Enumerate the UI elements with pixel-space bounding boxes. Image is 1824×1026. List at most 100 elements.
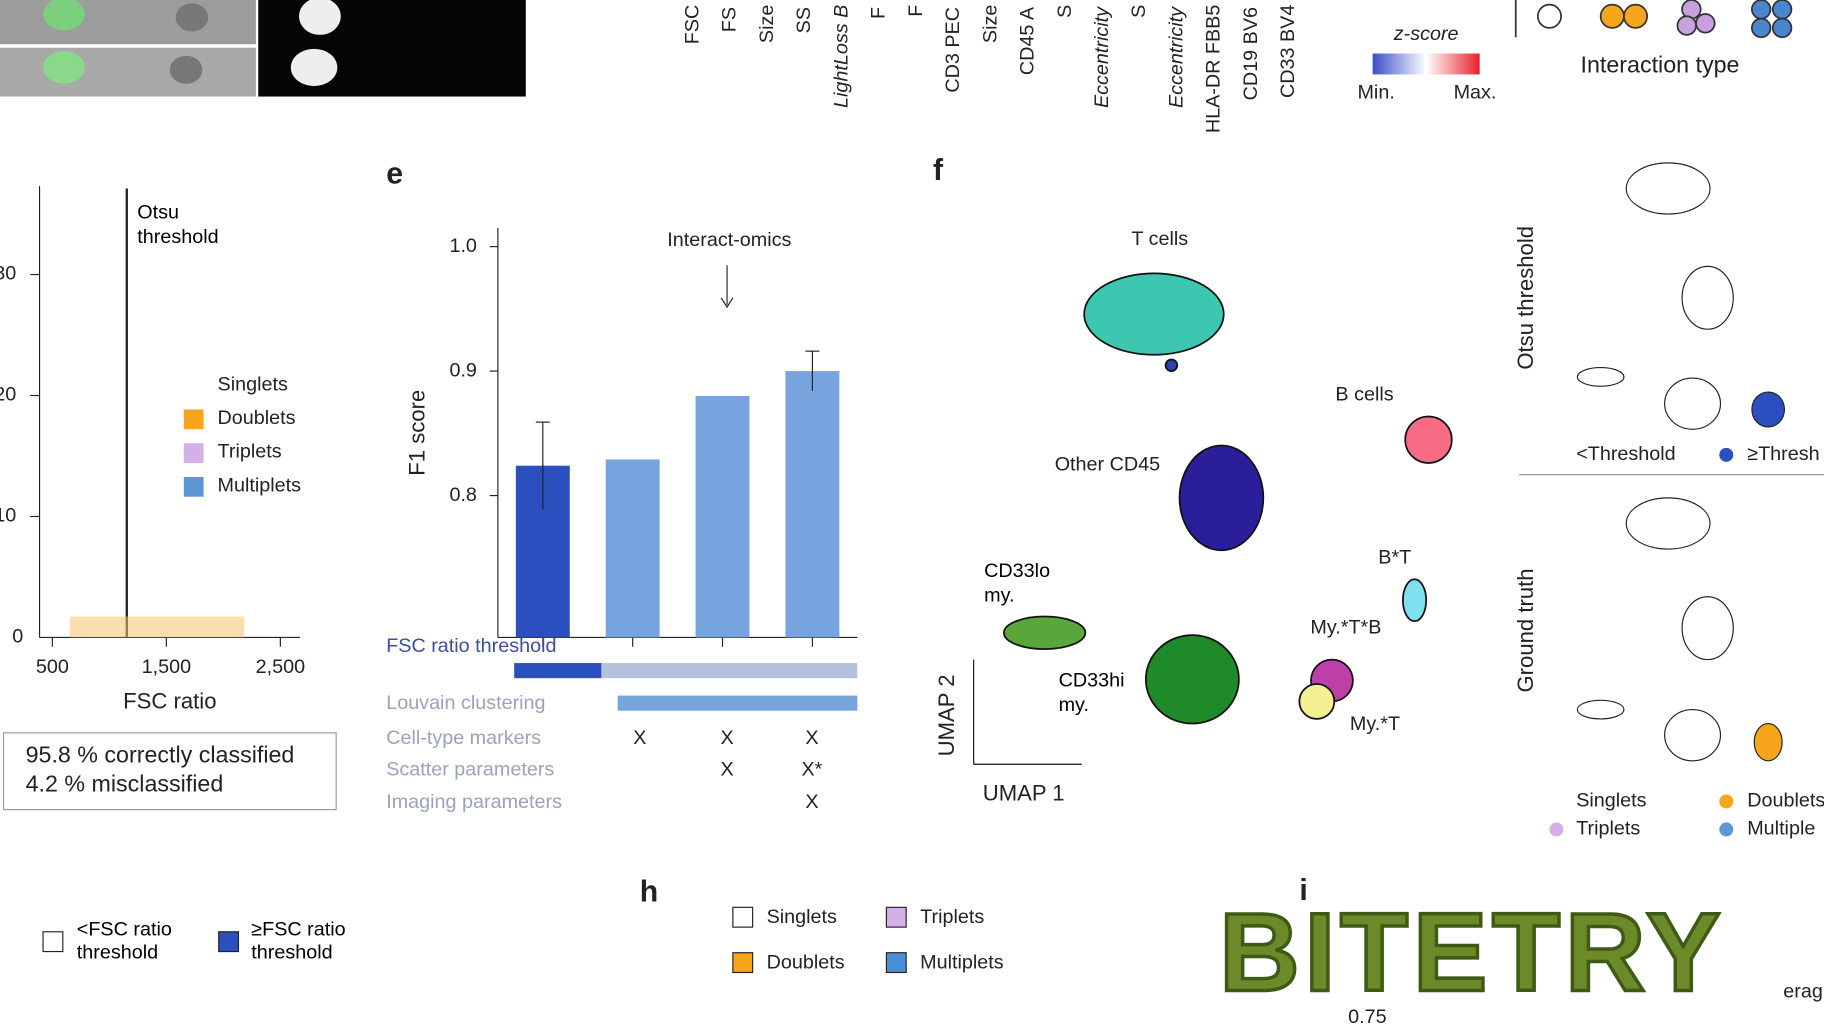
marker-label: CD33 BV4 xyxy=(1277,5,1299,98)
y-tick-label: 1.0 xyxy=(449,235,476,257)
legend-swatch xyxy=(42,931,64,953)
row-label: Scatter parameters xyxy=(386,758,554,780)
marker-label: CD3 PEC xyxy=(942,7,964,93)
cluster-label: B cells xyxy=(1335,384,1393,406)
cell: X xyxy=(633,727,646,749)
x-axis-label: UMAP 1 xyxy=(983,780,1065,805)
marker-label: SS xyxy=(793,7,815,33)
legend-label: Triplets xyxy=(218,441,282,463)
y-axis-label: F1 score xyxy=(405,390,430,476)
panel-letter: h xyxy=(640,875,658,908)
cluster-label: B*T xyxy=(1378,547,1411,569)
cell: X xyxy=(805,727,818,749)
interaction-label: Interaction type xyxy=(1580,51,1739,77)
legend-label: Multiplets xyxy=(218,474,302,496)
summary-text: 95.8 % correctly classified xyxy=(26,741,295,767)
row-label: Cell-type markers xyxy=(386,727,541,749)
row-label: Imaging parameters xyxy=(386,791,562,813)
row-bar xyxy=(514,663,602,679)
cluster-label: My.*T*B xyxy=(1310,616,1381,638)
micrographs xyxy=(0,0,526,97)
marker-label: HLA-DR FBB5 xyxy=(1203,5,1225,134)
legend-label: <Threshold xyxy=(1576,443,1675,465)
legend-label: Doublets xyxy=(218,407,296,429)
tick-label: 0.75 xyxy=(1348,1006,1386,1026)
cluster-label: CD33lo my. xyxy=(984,559,1051,607)
x-tick-label: 2,500 xyxy=(256,656,305,678)
zscore-title: z-score xyxy=(1393,23,1459,45)
legend-label: Doublets xyxy=(1747,790,1824,812)
marker-label: Eccentricity xyxy=(1091,6,1113,108)
logo: BITETRY xyxy=(1219,889,1725,1014)
marker-label: Eccentricity xyxy=(1165,6,1187,108)
annotation: Interact-omics xyxy=(667,229,791,251)
legend-label: <FSC ratio threshold xyxy=(76,917,172,964)
panel-letter: f xyxy=(933,154,944,187)
row-bar xyxy=(617,695,858,711)
cell: X xyxy=(720,727,733,749)
cluster-label: CD33hi my. xyxy=(1058,668,1125,716)
annotation: Otsu threshold xyxy=(137,201,219,248)
x-tick-label: 500 xyxy=(36,656,69,678)
cluster-label: T cells xyxy=(1131,228,1188,250)
panel-letter: i xyxy=(1299,874,1307,907)
legend-label: Multiple xyxy=(1747,818,1815,840)
cell: X* xyxy=(802,758,823,780)
marker-label: FS xyxy=(719,7,741,32)
bar xyxy=(605,459,660,638)
bar xyxy=(785,371,840,638)
legend-label: ≥FSC ratio threshold xyxy=(251,917,346,964)
interaction-icons xyxy=(1514,0,1793,39)
umap-clusters xyxy=(973,272,1453,765)
marker-labels: FSC FS Size SS LightLoss B F F CD3 PEC Size CD45 … xyxy=(682,5,1300,134)
marker-label: S xyxy=(1128,5,1150,18)
y-tick-label: 0.9 xyxy=(449,359,476,381)
y-tick-label: 0.8 xyxy=(449,484,476,506)
marker-label: LightLoss B xyxy=(830,5,852,108)
panel-g xyxy=(1519,162,1824,837)
row-label: Otsu threshold xyxy=(1513,226,1538,370)
marker-label: Size xyxy=(979,5,1001,43)
y-tick-label: 10 xyxy=(0,505,16,527)
cell: X xyxy=(805,791,818,813)
marker-label: FSC xyxy=(682,5,704,45)
panel-d xyxy=(2,186,337,811)
row-bar xyxy=(601,663,858,679)
x-tick-label: 1,500 xyxy=(142,656,191,678)
zscore-min: Min. xyxy=(1357,81,1394,103)
row-label: Ground truth xyxy=(1513,568,1538,692)
summary-text: 4.2 % misclassified xyxy=(26,770,224,796)
panel-letter: e xyxy=(386,158,403,191)
legend-label: Singlets xyxy=(1576,790,1646,812)
legend-label: Triplets xyxy=(1576,818,1640,840)
marker-label: CD45 A xyxy=(1017,6,1039,75)
y-tick-label: 0 xyxy=(12,626,23,648)
cluster-label: Other CD45 xyxy=(1055,454,1160,476)
legend-label: ≥Thresh xyxy=(1747,443,1819,465)
cut-text: erag xyxy=(1783,980,1823,1002)
marker-label: S xyxy=(1054,5,1076,18)
arrowhead xyxy=(720,297,734,309)
y-axis-label: UMAP 2 xyxy=(934,674,959,756)
legend-label: Multiplets xyxy=(920,951,1004,973)
row-label: Louvain clustering xyxy=(386,692,545,714)
zscore-max: Max. xyxy=(1454,81,1497,103)
bar xyxy=(695,395,750,638)
marker-label: F xyxy=(905,5,927,17)
x-axis-label: FSC ratio xyxy=(123,688,216,713)
legend-swatch xyxy=(218,931,240,953)
legend-label: Triplets xyxy=(920,906,984,928)
row-label: FSC ratio threshold xyxy=(386,635,556,657)
parameter-table: FSC ratio threshold Louvain clustering Cel… xyxy=(386,635,822,813)
legend-swatches xyxy=(732,906,907,974)
zscore-bar xyxy=(1372,53,1480,75)
marker-label: CD19 BV6 xyxy=(1240,7,1262,100)
y-tick-label: 20 xyxy=(0,384,16,406)
y-tick-label: 30 xyxy=(0,263,16,285)
legend-label: Doublets xyxy=(767,951,845,973)
legend-label: Singlets xyxy=(218,373,288,395)
cluster-label: My.*T xyxy=(1350,713,1400,735)
cell: X xyxy=(720,758,733,780)
legend-label: Singlets xyxy=(767,906,837,928)
